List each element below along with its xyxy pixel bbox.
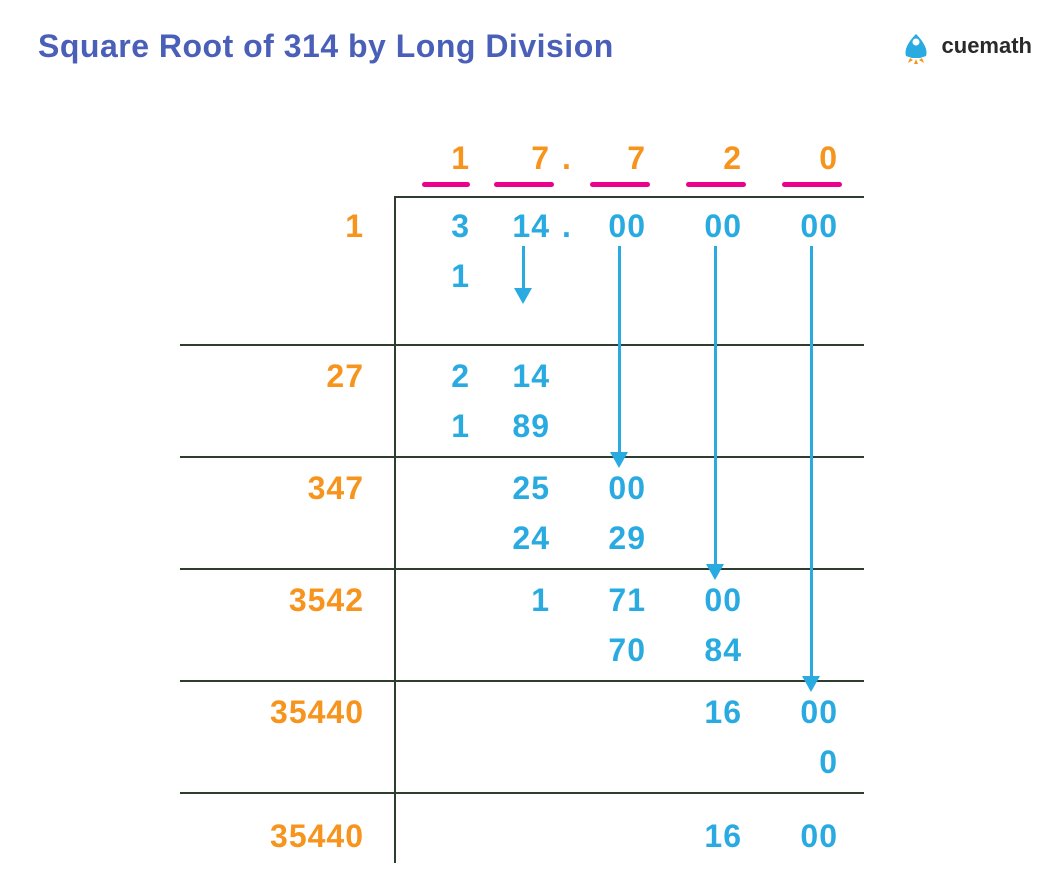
arrow-1-line — [522, 246, 525, 290]
quotient-decimal: . — [562, 140, 571, 177]
overline-3 — [686, 182, 746, 187]
quotient-digit-2: 7 — [606, 140, 646, 177]
arrow-3-head — [706, 564, 724, 580]
page-title: Square Root of 314 by Long Division — [38, 28, 614, 65]
step2-sub-0: 1 — [430, 408, 470, 445]
divisor-1: 27 — [214, 358, 364, 395]
step3-sub-0: 24 — [500, 520, 550, 557]
step4-sub-0: 70 — [596, 632, 646, 669]
logo-text: cuemath — [942, 33, 1032, 59]
step4-top-0: 1 — [510, 582, 550, 619]
step4-top-1: 71 — [596, 582, 646, 619]
dividend-decimal: . — [562, 208, 571, 245]
step2-top-1: 14 — [500, 358, 550, 395]
arrow-2-head — [610, 452, 628, 468]
frame-vertical — [394, 196, 396, 863]
step5-sub-0: 0 — [788, 744, 838, 781]
arrow-3-line — [714, 246, 717, 566]
quotient-digit-1: 7 — [510, 140, 550, 177]
logo: cuemath — [898, 28, 1032, 64]
step3-sub-1: 29 — [596, 520, 646, 557]
hline-1 — [180, 344, 864, 346]
hline-3 — [180, 568, 864, 570]
dividend-4: 00 — [788, 208, 838, 245]
divisor-0: 1 — [214, 208, 364, 245]
step6-top-1: 00 — [788, 818, 838, 855]
hline-5 — [180, 792, 864, 794]
step6-top-0: 16 — [692, 818, 742, 855]
quotient-digit-4: 0 — [798, 140, 838, 177]
step3-top-0: 25 — [500, 470, 550, 507]
divisor-5: 35440 — [214, 818, 364, 855]
divisor-2: 347 — [214, 470, 364, 507]
hline-4 — [180, 680, 864, 682]
step2-sub-1: 89 — [500, 408, 550, 445]
frame-top — [394, 196, 864, 198]
overline-2 — [590, 182, 650, 187]
rocket-icon — [898, 28, 934, 64]
quotient-digit-0: 1 — [430, 140, 470, 177]
arrow-4-line — [810, 246, 813, 678]
step5-top-1: 00 — [788, 694, 838, 731]
arrow-4-head — [802, 676, 820, 692]
arrow-2-line — [618, 246, 621, 454]
hline-2 — [180, 456, 864, 458]
overline-4 — [782, 182, 842, 187]
step1-sub-0: 1 — [430, 258, 470, 295]
step5-top-0: 16 — [692, 694, 742, 731]
step4-top-2: 00 — [692, 582, 742, 619]
long-division-diagram: 1 7 . 7 2 0 1 27 347 3542 35440 35440 3 … — [0, 100, 1062, 880]
overline-1 — [494, 182, 554, 187]
arrow-1-head — [514, 288, 532, 304]
dividend-2: 00 — [596, 208, 646, 245]
divisor-4: 35440 — [214, 694, 364, 731]
dividend-1: 14 — [500, 208, 550, 245]
overline-0 — [422, 182, 470, 187]
step4-sub-1: 84 — [692, 632, 742, 669]
quotient-digit-3: 2 — [702, 140, 742, 177]
divisor-3: 3542 — [214, 582, 364, 619]
step3-top-1: 00 — [596, 470, 646, 507]
dividend-0: 3 — [430, 208, 470, 245]
step2-top-0: 2 — [430, 358, 470, 395]
dividend-3: 00 — [692, 208, 742, 245]
